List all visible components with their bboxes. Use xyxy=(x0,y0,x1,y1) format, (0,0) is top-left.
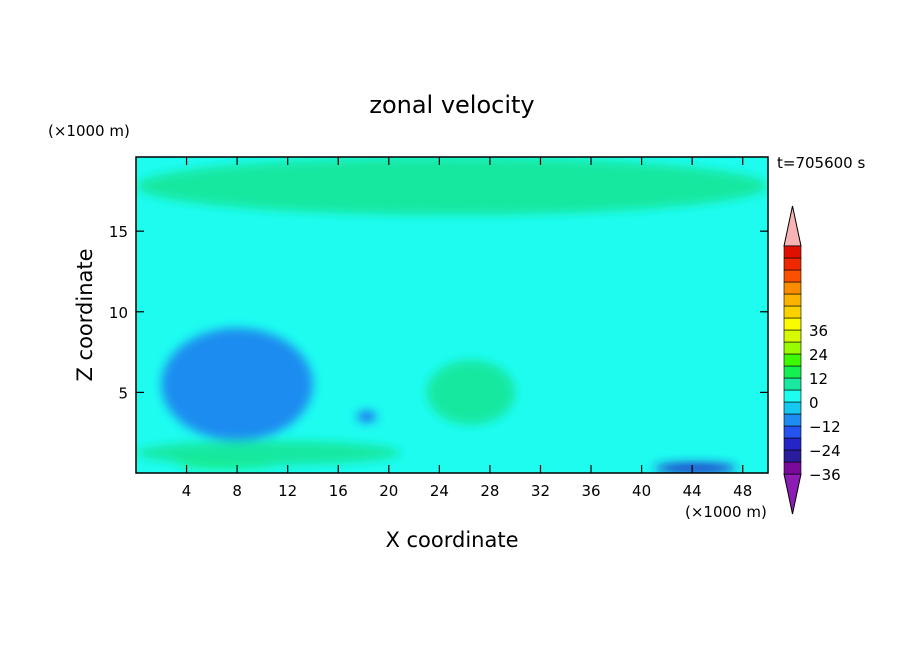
velocity-region xyxy=(654,463,737,473)
colorbar-tick-label: −12 xyxy=(809,418,841,436)
colorbar-segment xyxy=(783,305,802,319)
colorbar-segment xyxy=(783,353,802,367)
colorbar-over-arrow xyxy=(783,205,802,247)
time-label: t=705600 s xyxy=(777,154,865,172)
x-unit-label: (×1000 m) xyxy=(685,503,767,521)
x-tick-label: 32 xyxy=(531,482,550,500)
colorbar-segment xyxy=(783,317,802,331)
colorbar-tick-label: 36 xyxy=(809,322,828,340)
colorbar-segment xyxy=(783,341,802,355)
x-tick-label: 24 xyxy=(430,482,449,500)
y-tick-label: 10 xyxy=(109,304,128,322)
plot-frame xyxy=(135,156,769,474)
colorbar-segment xyxy=(783,293,802,307)
x-tick-label: 4 xyxy=(182,482,192,500)
colorbar-segment xyxy=(783,413,802,427)
y-tick-label: 15 xyxy=(109,223,128,241)
x-tick-label: 20 xyxy=(379,482,398,500)
colorbar: 36 24 12 0 −12 −24 −36 xyxy=(783,205,841,515)
y-tick-label: 5 xyxy=(118,384,128,402)
velocity-region xyxy=(136,157,768,216)
colorbar-segment xyxy=(783,281,802,295)
x-tick-label: 28 xyxy=(480,482,499,500)
velocity-region xyxy=(357,411,377,422)
y-unit-label: (×1000 m) xyxy=(48,122,130,140)
colorbar-segment xyxy=(783,269,802,283)
colorbar-tick-label: −24 xyxy=(809,442,841,460)
x-tick-label: 12 xyxy=(278,482,297,500)
velocity-region xyxy=(161,327,313,441)
plot-area xyxy=(136,157,768,473)
colorbar-segment xyxy=(783,437,802,451)
x-tick-label: 36 xyxy=(581,482,600,500)
colorbar-tick-label: 12 xyxy=(809,370,828,388)
colorbar-tick-label: 0 xyxy=(809,394,819,412)
colorbar-tick-label: 24 xyxy=(809,346,828,364)
colorbar-segment xyxy=(783,329,802,343)
colorbar-tick-label: −36 xyxy=(809,466,841,484)
colorbar-segment xyxy=(783,425,802,439)
colorbar-segment xyxy=(783,245,802,259)
colorbar-under-arrow xyxy=(783,473,802,515)
velocity-region xyxy=(136,440,402,465)
colorbar-segment xyxy=(783,401,802,415)
colorbar-segment xyxy=(783,389,802,403)
x-tick-label: 8 xyxy=(232,482,242,500)
y-ticks: 5 10 15 xyxy=(109,223,768,402)
velocity-field xyxy=(136,157,768,473)
colorbar-segment xyxy=(783,461,802,475)
x-tick-label: 40 xyxy=(632,482,651,500)
velocity-region xyxy=(426,360,516,425)
colorbar-segment xyxy=(783,377,802,391)
x-axis-label: X coordinate xyxy=(385,528,518,552)
x-tick-label: 44 xyxy=(683,482,702,500)
colorbar-segment xyxy=(783,365,802,379)
colorbar-segment xyxy=(783,257,802,271)
chart-title: zonal velocity xyxy=(369,91,534,119)
y-axis-label: Z coordinate xyxy=(73,248,97,381)
colorbar-segment xyxy=(783,449,802,463)
x-tick-label: 16 xyxy=(329,482,348,500)
x-tick-label: 48 xyxy=(733,482,752,500)
x-ticks: 4 8 12 16 20 24 28 32 36 40 44 48 xyxy=(182,157,752,500)
